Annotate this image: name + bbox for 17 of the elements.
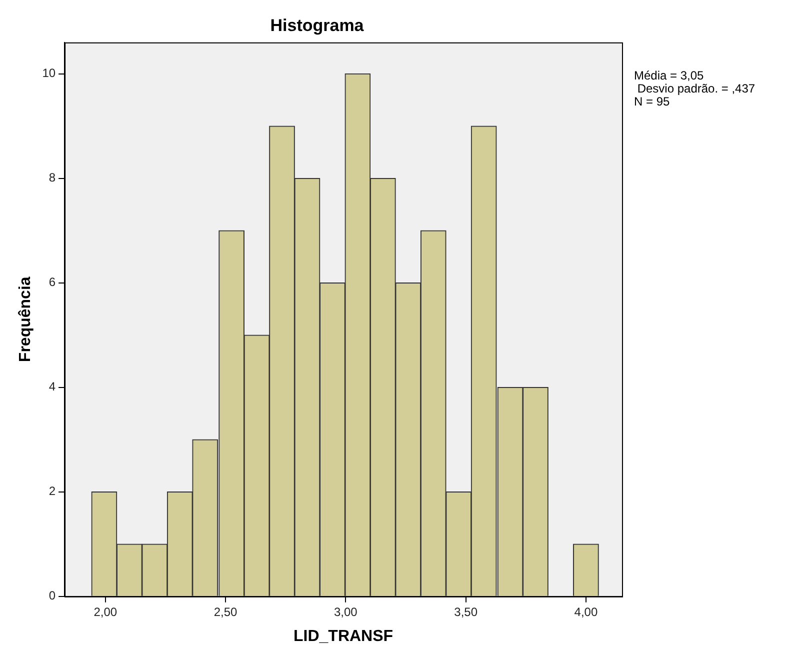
y-tick-label: 10 — [42, 66, 56, 80]
y-tick-label: 6 — [48, 275, 56, 290]
x-tick-label: 3,00 — [334, 604, 358, 619]
y-tick-label: 4 — [48, 380, 56, 394]
text: Média = 3,05 — [634, 68, 704, 83]
x-axis-title: LID_TRANSF — [293, 628, 394, 645]
x-tick-label: 2,50 — [214, 604, 238, 619]
x-tick-label: 2,00 — [94, 604, 118, 619]
y-tick-label: 2 — [48, 484, 56, 498]
chart-title: Histograma — [270, 16, 364, 35]
x-tick-label: 3,50 — [454, 604, 478, 619]
text: N = 95 — [634, 94, 670, 109]
y-axis-title: Frequência — [17, 276, 34, 362]
y-tick-label: 8 — [48, 170, 56, 185]
x-tick-label: 4,00 — [574, 604, 598, 619]
y-tick-label: 0 — [48, 588, 56, 603]
text: Desvio padrão. = ,437 — [634, 82, 756, 96]
